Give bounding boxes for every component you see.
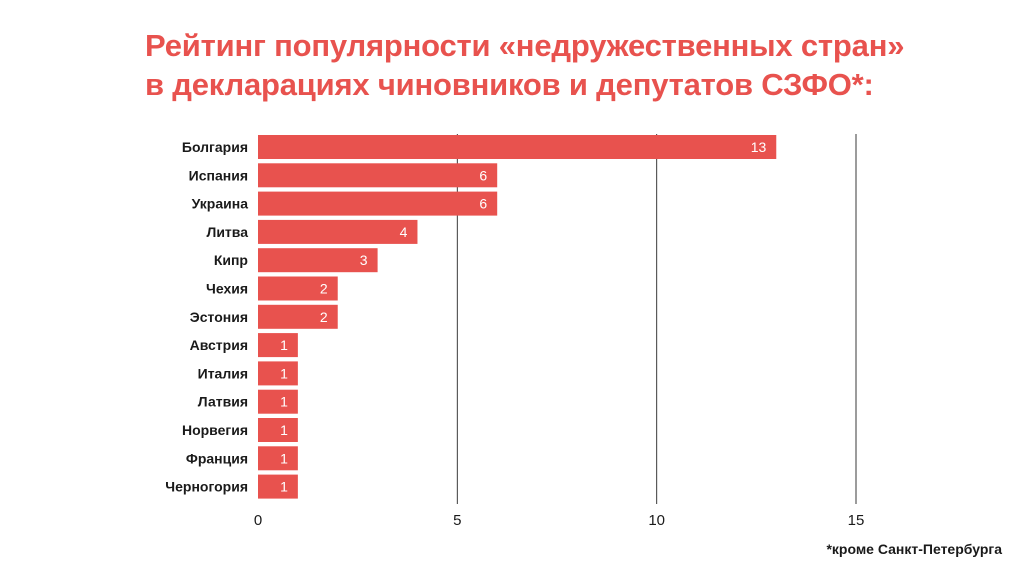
chart-title-line-1: Рейтинг популярности «недружественных ст… [145,28,905,63]
chart-title-line-2: в декларациях чиновников и депутатов СЗФ… [145,67,874,102]
bar-2 [258,163,498,188]
bar-1 [258,135,777,159]
category-label-12: Франция [186,450,248,466]
x-tick-label-5: 5 [453,512,461,529]
bar-11 [258,418,298,442]
category-label-4: Литва [207,224,249,240]
bar-12 [258,446,298,471]
bar-13 [258,474,298,499]
value-label-13: 1 [280,479,288,495]
category-label-7: Эстония [190,309,248,325]
category-label-9: Италия [198,365,248,381]
bar-6 [258,276,338,301]
value-label-9: 1 [280,365,288,381]
category-label-3: Украина [192,196,249,212]
x-tick-label-10: 10 [648,512,665,529]
value-label-7: 2 [320,309,328,325]
bar-3 [258,191,498,216]
category-label-5: Кипр [214,252,248,268]
bar-9 [258,361,298,386]
value-label-4: 4 [400,224,408,240]
chart-title: Рейтинг популярности «недружественных ст… [145,26,1005,104]
category-label-6: Чехия [206,281,248,297]
bar-8 [258,333,298,358]
category-label-11: Норвегия [182,422,248,438]
bar-5 [258,248,378,273]
value-label-6: 2 [320,281,328,297]
footnote: *кроме Санкт-Петербурга [826,541,1002,557]
value-label-11: 1 [280,422,288,438]
category-label-2: Испания [189,167,248,183]
category-label-8: Австрия [190,337,248,353]
value-label-3: 6 [479,196,487,212]
value-label-1: 13 [751,139,767,155]
bar-7 [258,304,338,329]
value-label-5: 3 [360,252,368,268]
bar-10 [258,389,298,414]
bar-4 [258,219,418,244]
x-tick-label-0: 0 [254,512,262,529]
value-label-8: 1 [280,337,288,353]
value-label-2: 6 [479,167,487,183]
value-label-12: 1 [280,450,288,466]
value-label-10: 1 [280,394,288,410]
x-tick-label-15: 15 [848,512,865,529]
category-label-1: Болгария [182,139,248,155]
category-label-10: Латвия [198,394,248,410]
category-label-13: Черногория [165,479,248,495]
